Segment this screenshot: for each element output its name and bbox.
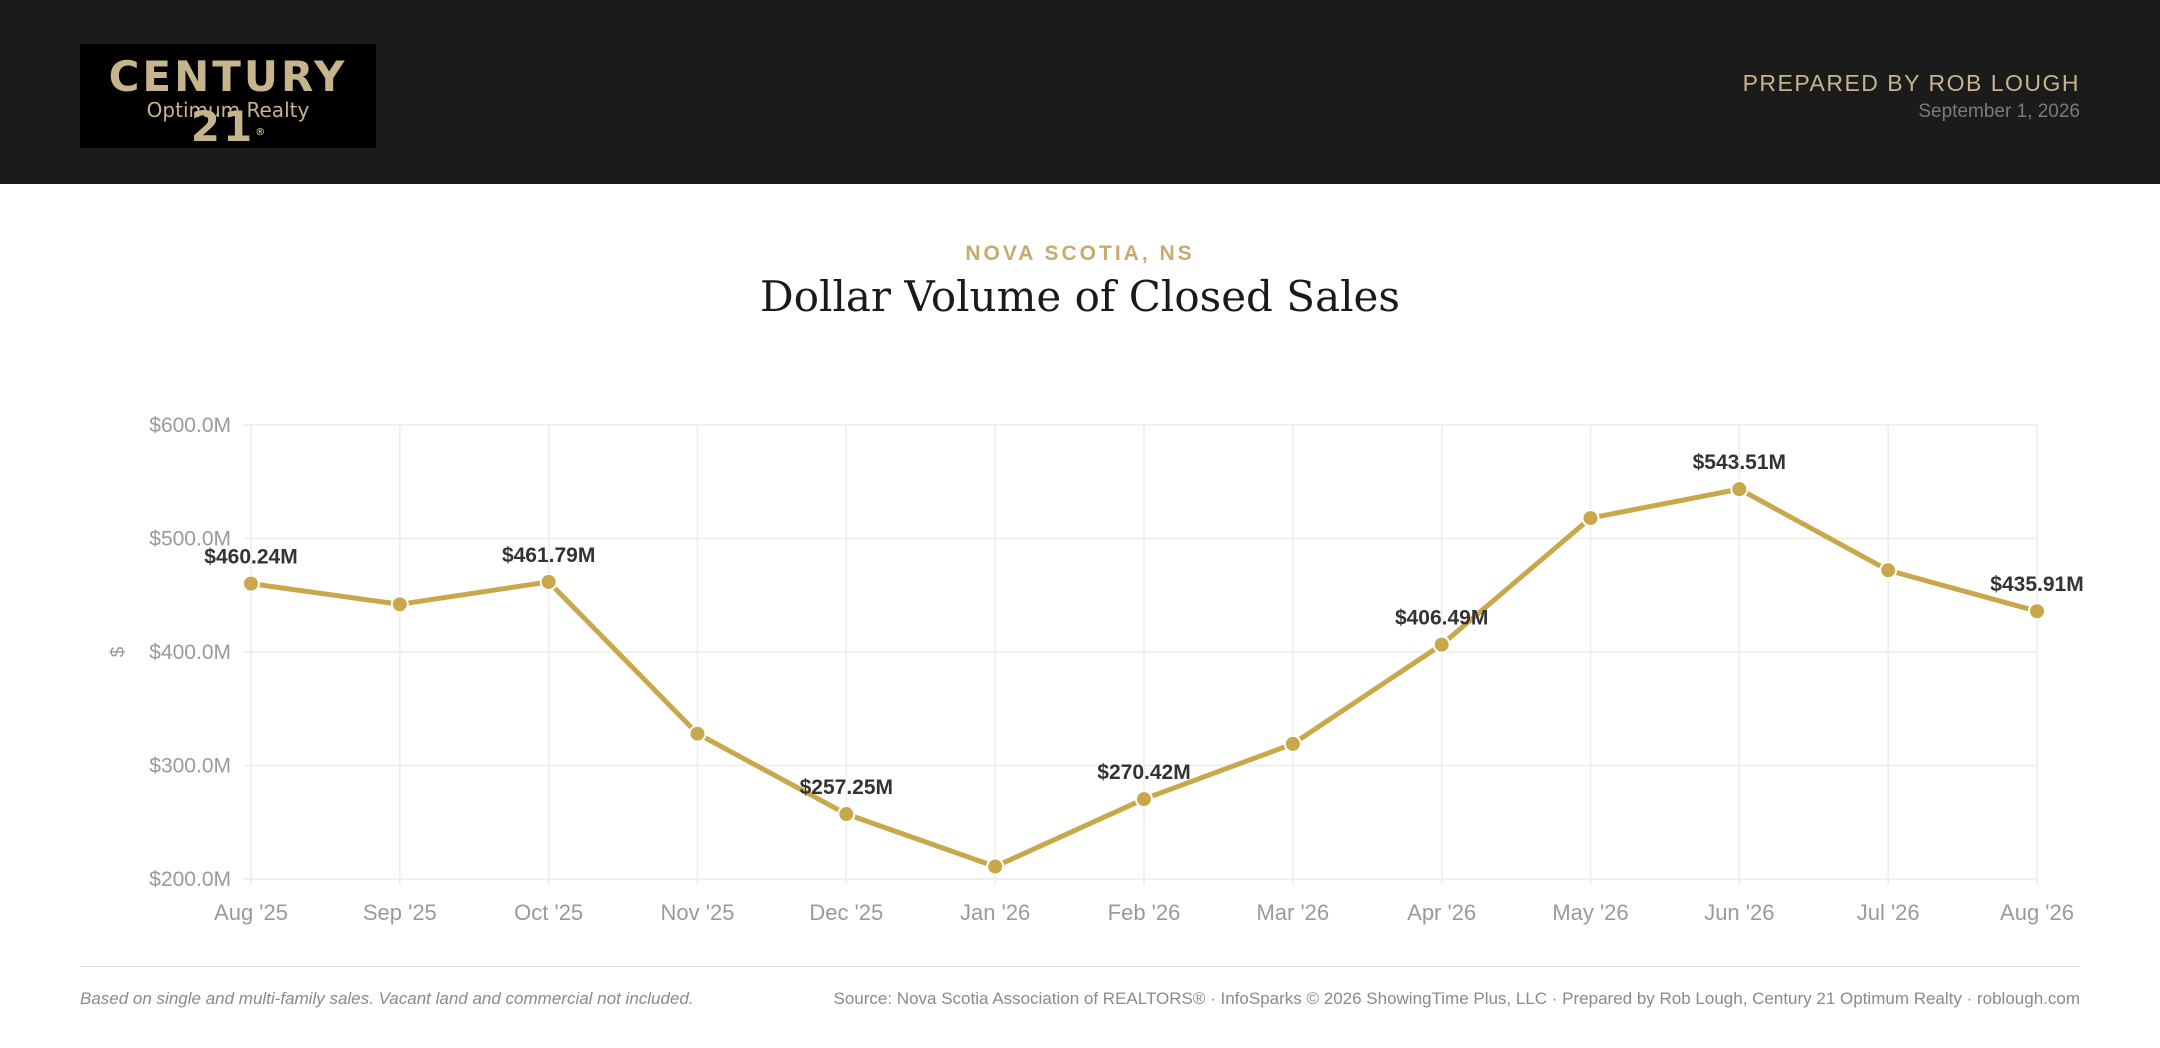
footer-note: Based on single and multi-family sales. … [80, 989, 694, 1008]
x-tick-label: Jan '26 [960, 900, 1030, 925]
data-label: $435.91M [1990, 573, 2083, 596]
y-tick-label: $200.0M [149, 868, 231, 891]
logo-subtitle: Optimum Realty [146, 98, 310, 122]
data-label: $460.24M [204, 546, 297, 569]
data-label: $270.42M [1097, 761, 1190, 784]
data-point [1730, 480, 1749, 499]
x-tick-label: Aug '25 [214, 900, 288, 925]
data-point [1879, 561, 1898, 580]
data-point [1135, 790, 1153, 809]
x-tick-label: Nov '25 [661, 900, 735, 925]
data-point [1283, 734, 1302, 753]
data-point [1432, 635, 1451, 654]
x-tick-label: Jun '26 [1704, 900, 1774, 925]
x-tick-label: May '26 [1552, 900, 1628, 925]
x-tick-label: Oct '25 [514, 900, 583, 925]
century21-logo: CENTURY 21® Optimum Realty [80, 44, 376, 151]
region-label: NOVA SCOTIA, NS [965, 242, 1195, 265]
footer-source: Source: Nova Scotia Association of REALT… [833, 989, 2081, 1008]
data-point [1581, 509, 1600, 528]
data-point [242, 574, 260, 593]
report-date: September 1, 2026 [1918, 101, 2080, 122]
y-tick-label: $400.0M [149, 641, 231, 664]
data-point [539, 572, 558, 591]
data-label: $406.49M [1395, 607, 1488, 630]
data-point [2028, 602, 2046, 621]
x-tick-label: Dec '25 [809, 900, 883, 925]
data-label: $543.51M [1693, 451, 1786, 474]
page-title: Dollar Volume of Closed Sales [760, 272, 1400, 321]
x-tick-label: Aug '26 [2000, 900, 2074, 925]
y-axis-title: $ [108, 646, 129, 657]
footer-divider [80, 966, 2080, 967]
report-header: CENTURY 21® Optimum Realty PREPARED BY R… [0, 0, 2160, 184]
data-label: $461.79M [502, 544, 595, 567]
data-point [986, 857, 1005, 876]
data-point [390, 595, 409, 614]
data-label: $257.25M [800, 776, 893, 799]
x-tick-label: Feb '26 [1108, 900, 1181, 925]
y-tick-label: $300.0M [149, 755, 231, 778]
data-point [837, 805, 856, 824]
y-tick-label: $600.0M [149, 414, 231, 437]
x-tick-label: Mar '26 [1256, 900, 1329, 925]
logo-brand: CENTURY 21® [108, 52, 348, 151]
prepared-by: PREPARED BY ROB LOUGH [1742, 70, 2080, 96]
x-tick-label: Jul '26 [1857, 900, 1920, 925]
y-tick-label: $500.0M [149, 528, 231, 551]
x-tick-label: Apr '26 [1407, 900, 1476, 925]
data-point [688, 724, 707, 743]
x-tick-label: Sep '25 [363, 900, 437, 925]
